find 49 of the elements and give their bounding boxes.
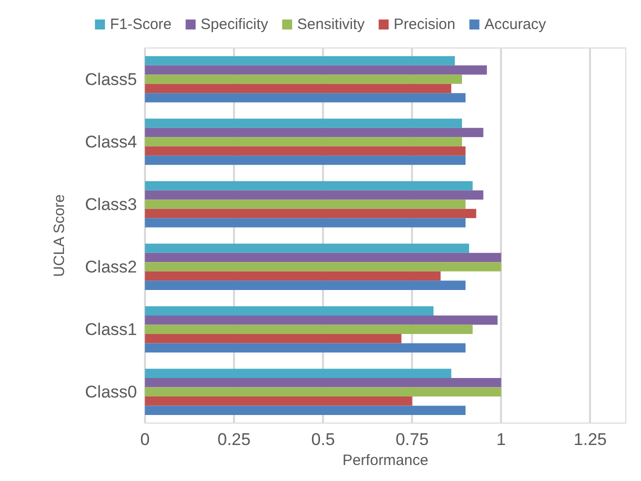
x-tick-label: 0.5 xyxy=(311,430,335,450)
bar xyxy=(145,343,466,352)
x-tick-label: 0.25 xyxy=(217,430,251,450)
bar xyxy=(145,324,473,334)
bar xyxy=(145,378,502,388)
bar xyxy=(145,208,476,218)
legend-label: F1-Score xyxy=(110,16,172,33)
bar xyxy=(145,306,434,316)
bar xyxy=(145,368,452,378)
x-tick-label: 0 xyxy=(140,430,150,450)
bar xyxy=(145,74,462,84)
x-axis-title: Performance xyxy=(342,452,428,469)
y-tick-label: Class1 xyxy=(85,320,137,339)
bar xyxy=(145,93,466,102)
bar xyxy=(145,280,466,290)
y-tick-label: Class4 xyxy=(85,132,137,152)
bar xyxy=(145,271,441,281)
bar xyxy=(145,406,466,415)
bar xyxy=(145,334,402,344)
bar xyxy=(145,181,473,190)
y-tick-label: Class3 xyxy=(85,194,137,214)
x-tick-label: 1 xyxy=(496,430,506,450)
y-axis-title: UCLA Score xyxy=(51,194,68,277)
bar xyxy=(145,137,462,146)
legend-label: Precision xyxy=(394,16,456,33)
bar xyxy=(145,84,452,94)
bar xyxy=(145,118,462,128)
bar xyxy=(145,315,498,325)
legend-label: Accuracy xyxy=(484,16,547,33)
legend-label: Sensitivity xyxy=(297,16,366,33)
bar xyxy=(145,65,487,75)
bar xyxy=(145,56,455,66)
bar xyxy=(145,156,466,165)
bar xyxy=(145,218,466,228)
legend-label: Specificity xyxy=(200,16,269,33)
bar xyxy=(145,146,466,156)
y-tick-label: Class2 xyxy=(85,257,137,276)
y-tick-label: Class0 xyxy=(85,382,137,402)
bar xyxy=(145,387,502,396)
bar xyxy=(145,190,484,200)
bar xyxy=(145,396,412,406)
bar xyxy=(145,128,484,138)
bar xyxy=(145,262,502,272)
bar xyxy=(145,252,502,262)
y-tick-label: Class5 xyxy=(85,70,137,89)
x-tick-label: 0.75 xyxy=(396,430,429,450)
bar xyxy=(145,244,470,253)
bar xyxy=(145,200,466,209)
x-tick-label: 1.25 xyxy=(574,430,607,450)
